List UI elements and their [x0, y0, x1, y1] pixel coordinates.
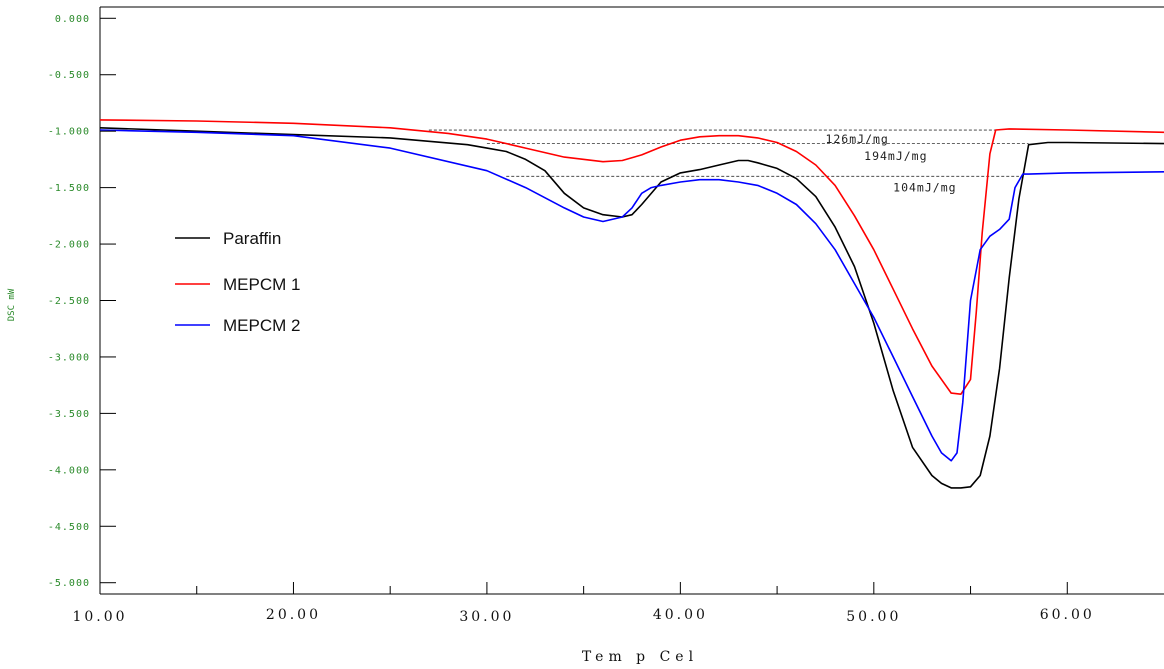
series-line-paraffin — [99, 127, 1164, 489]
enthalpy-label: 104mJ/mg — [893, 181, 956, 195]
legend-label: MEPCM 1 — [223, 275, 300, 294]
y-axis-title: DSC mW — [7, 288, 17, 321]
legend: Paraffin MEPCM 1 MEPCM 2 — [175, 229, 300, 335]
y-axis: 0.000 -0.500 -1.000 -1.500 -2.000 -2.500 -3.00… — [48, 14, 116, 589]
x-tick-label: 20.00 — [266, 607, 321, 623]
x-tick-label: 10.00 — [72, 609, 127, 625]
series-line-mepcm-2 — [99, 129, 1164, 462]
y-tick-label: -4.000 — [48, 465, 90, 476]
series-group — [99, 119, 1164, 489]
plot-frame — [99, 6, 1164, 595]
legend-label: Paraffin — [223, 229, 281, 248]
baseline-group — [428, 129, 1029, 177]
x-tick-label: 40.00 — [653, 607, 708, 623]
annotation-group: 126mJ/mg 194mJ/mg 104mJ/mg — [825, 132, 956, 195]
y-tick-label: -5.000 — [48, 578, 90, 589]
y-tick-label: -1.000 — [48, 127, 90, 138]
y-tick-label: -4.500 — [48, 522, 90, 533]
x-axis: 10.00 20.00 30.00 40.00 50.00 60.00 — [72, 582, 1095, 625]
x-tick-label: 50.00 — [846, 609, 901, 625]
x-tick-label: 60.00 — [1040, 607, 1095, 623]
y-tick-label: -1.500 — [48, 183, 90, 194]
enthalpy-label: 194mJ/mg — [864, 149, 927, 163]
y-tick-label: -3.000 — [48, 352, 90, 363]
y-tick-label: -0.500 — [48, 70, 90, 81]
x-tick-label: 30.00 — [459, 609, 514, 625]
y-tick-label: -3.500 — [48, 409, 90, 420]
y-tick-label: -2.500 — [48, 296, 90, 307]
legend-label: MEPCM 2 — [223, 316, 300, 335]
enthalpy-label: 126mJ/mg — [825, 132, 888, 146]
y-tick-label: -2.000 — [48, 240, 90, 251]
series-line-mepcm-1 — [99, 119, 1164, 396]
x-axis-title: Tem p Cel — [582, 649, 698, 665]
y-tick-label: 0.000 — [55, 14, 90, 25]
